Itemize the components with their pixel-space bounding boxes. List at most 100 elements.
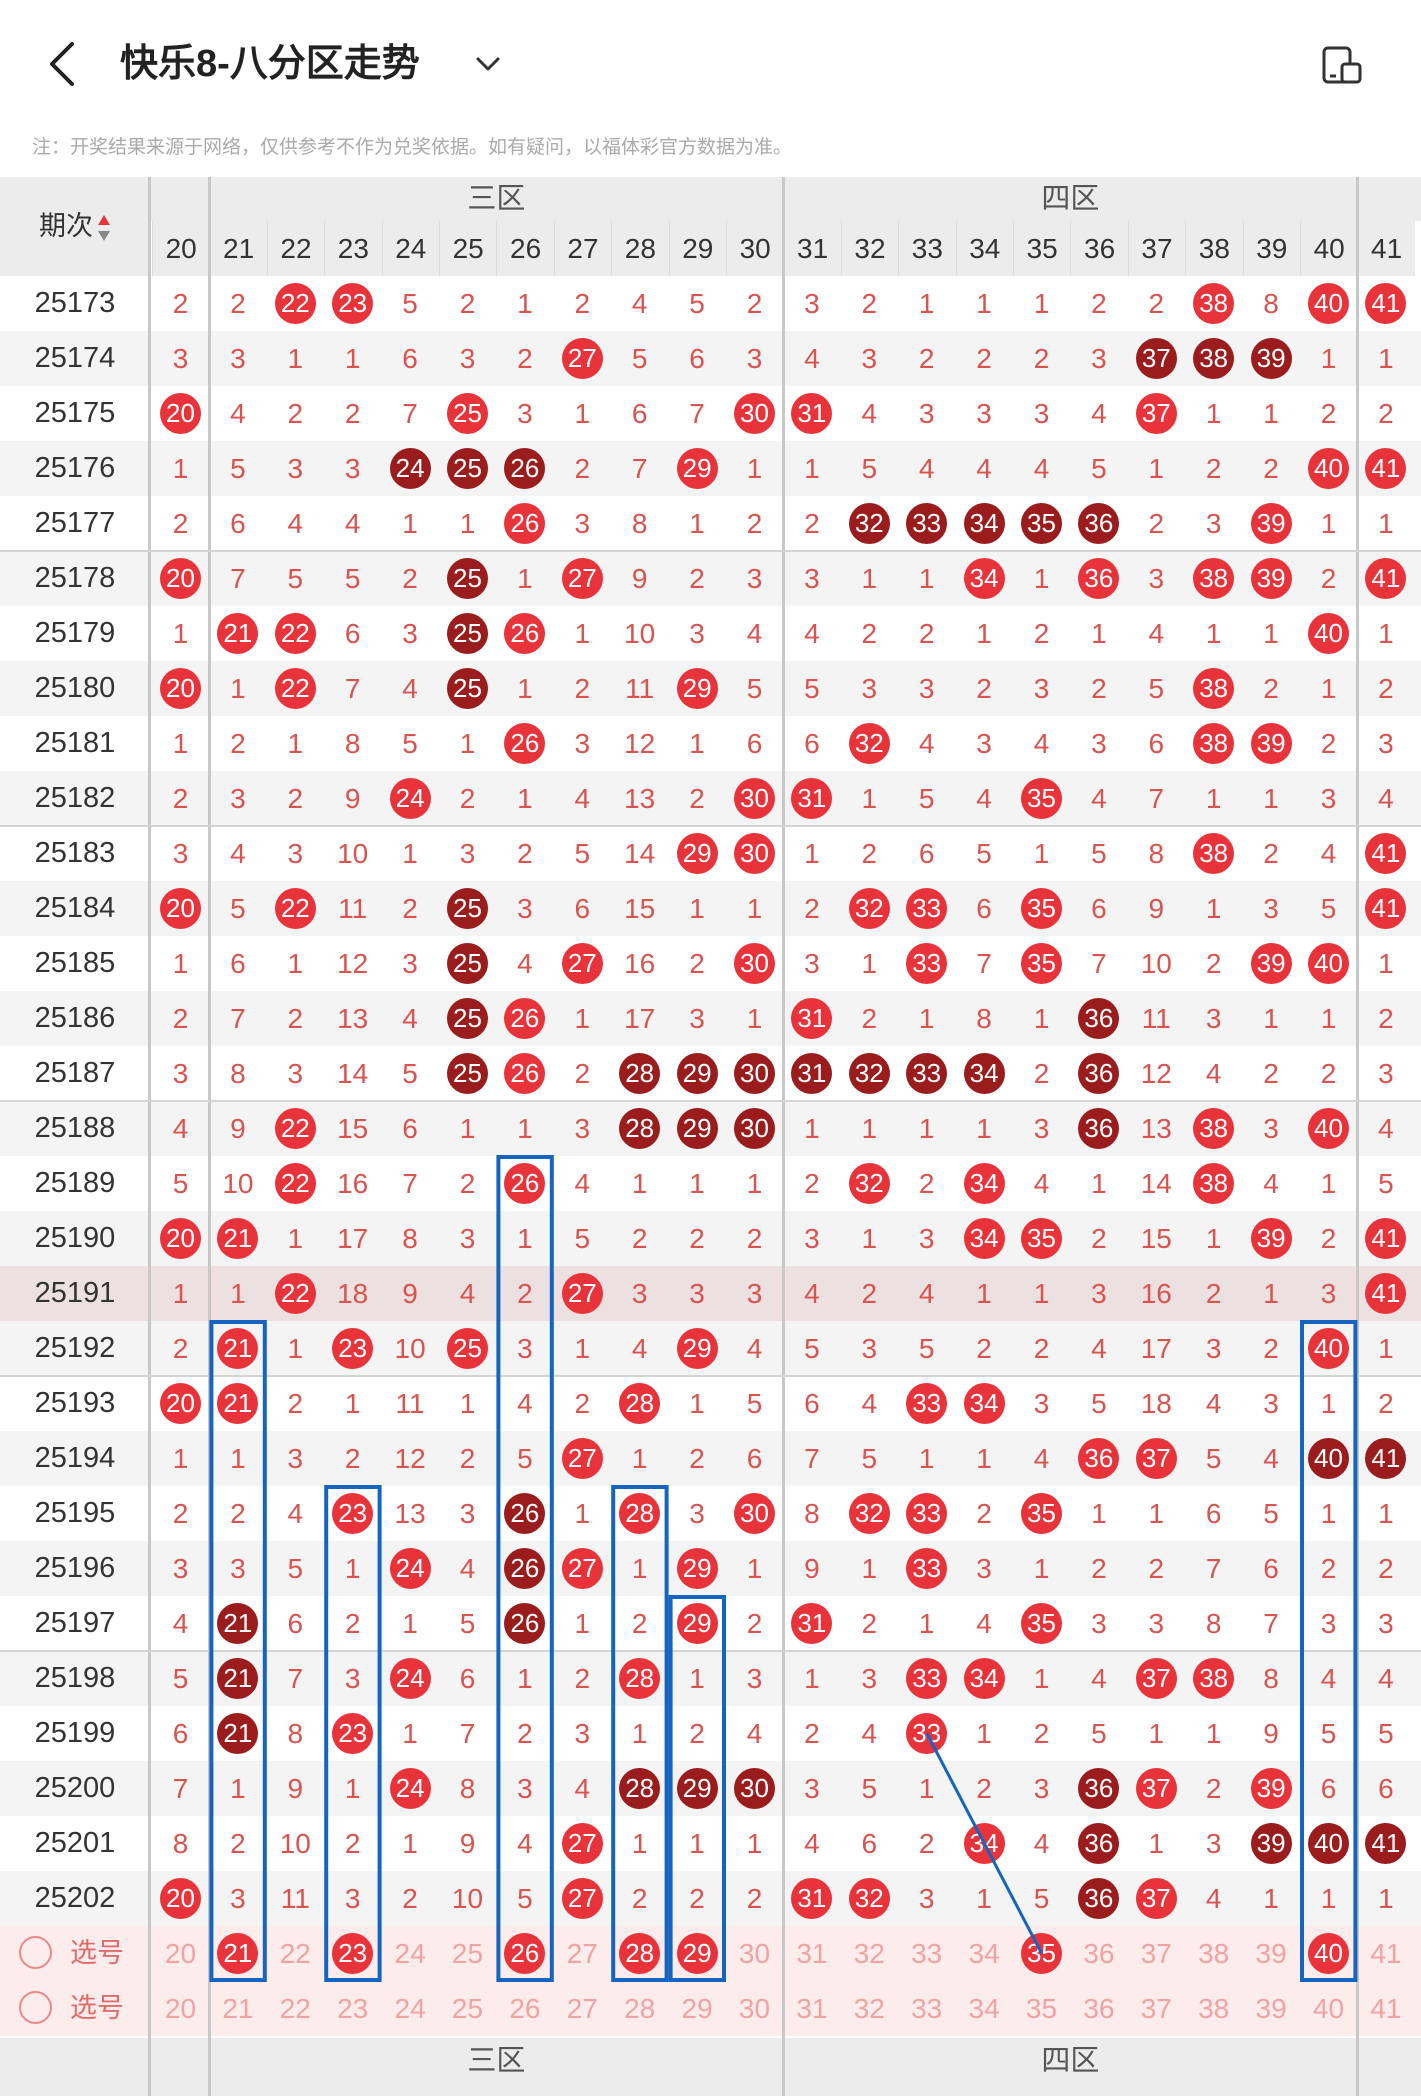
trend-cell: 26 xyxy=(496,1046,553,1101)
omission-count: 3 xyxy=(918,673,935,704)
issue-header-label: 期次 xyxy=(39,211,93,241)
omission-count: 3 xyxy=(861,673,878,704)
column-number-header: 23 xyxy=(324,221,382,276)
omission-count: 2 xyxy=(1263,1333,1279,1364)
omission-count: 18 xyxy=(1140,1388,1172,1419)
omission-count: 15 xyxy=(337,1113,369,1144)
table-row xyxy=(0,881,1421,936)
trend-cell: 2 xyxy=(1013,606,1070,661)
back-arrow-icon[interactable] xyxy=(42,38,82,90)
omission-count: 6 xyxy=(1091,893,1107,924)
trend-cell: 3 xyxy=(496,386,553,441)
trend-cell: 20 xyxy=(152,661,209,716)
page-title[interactable]: 快乐8-八分区走势 xyxy=(120,43,420,85)
omission-count: 6 xyxy=(230,948,246,979)
trend-cell: 4 xyxy=(783,331,840,386)
omission-count: 3 xyxy=(230,783,246,814)
trend-cell: 40 xyxy=(1300,1321,1357,1376)
issue-column-header[interactable]: 期次 xyxy=(0,177,150,276)
omission-count: 2 xyxy=(287,783,304,814)
trend-cell: 3 xyxy=(1070,1266,1127,1321)
trend-cell: 20 xyxy=(152,551,209,606)
trend-cell: 3 xyxy=(669,606,726,661)
drawn-number-ball: 21 xyxy=(217,1328,259,1369)
omission-count: 2 xyxy=(918,618,935,649)
trend-cell: 5 xyxy=(611,331,668,386)
sort-icon[interactable] xyxy=(97,214,111,242)
table-row xyxy=(0,771,1421,826)
omission-count: 3 xyxy=(861,343,878,374)
trend-cell: 7 xyxy=(209,551,266,606)
drawn-number-ball: 34 xyxy=(963,1163,1005,1204)
trend-cell: 14 xyxy=(611,826,668,881)
trend-cell: 14 xyxy=(1128,1156,1185,1211)
drawn-number-ball: 34 xyxy=(963,1383,1005,1424)
disclaimer-note: 注：开奖结果来源于网络，仅供参考不作为兑奖依据。如有疑问，以福体彩官方数据为准。 xyxy=(32,137,793,158)
omission-count: 1 xyxy=(459,728,476,759)
trend-cell: 6 xyxy=(382,1101,439,1156)
trend-cell: 5 xyxy=(554,826,611,881)
trend-cell: 12 xyxy=(324,936,381,991)
omission-count: 3 xyxy=(746,343,763,374)
trend-cell: 4 xyxy=(439,1266,496,1321)
omission-count: 3 xyxy=(287,453,304,484)
trend-cell: 38 xyxy=(1185,661,1242,716)
trend-cell: 1 xyxy=(496,276,553,331)
trend-cell: 1 xyxy=(1243,386,1300,441)
omission-count: 15 xyxy=(1140,1223,1172,1254)
trend-cell: 3 xyxy=(439,331,496,386)
drawn-number-ball: 38 xyxy=(1193,338,1235,379)
omission-count: 2 xyxy=(746,1223,763,1254)
trend-cell: 4 xyxy=(1243,1156,1300,1211)
trend-cell: 1 xyxy=(267,1211,324,1266)
drawn-number-ball: 35 xyxy=(1021,503,1062,544)
trend-cell: 2 xyxy=(324,386,381,441)
trend-cell: 3 xyxy=(267,441,324,496)
trend-cell: 34 xyxy=(956,496,1013,551)
device-layout-icon[interactable] xyxy=(1320,44,1366,86)
trend-cell: 3 xyxy=(209,331,266,386)
trend-cell: 26 xyxy=(496,1156,553,1211)
omission-count: 7 xyxy=(344,673,361,704)
trend-cell: 2 xyxy=(267,1376,324,1431)
streak-highlight-box xyxy=(324,1485,382,1982)
issue-number: 25194 xyxy=(34,1442,116,1474)
trend-cell: 5 xyxy=(1128,661,1185,716)
omission-count: 5 xyxy=(1091,838,1107,869)
column-number-header: 32 xyxy=(840,221,899,276)
omission-count: 4 xyxy=(517,948,533,979)
drawn-number-ball: 33 xyxy=(906,1383,948,1424)
trend-cell: 2 xyxy=(726,276,783,331)
omission-count: 16 xyxy=(337,1168,369,1199)
omission-count: 4 xyxy=(861,398,878,429)
trend-cell: 4 xyxy=(726,606,783,661)
omission-count: 2 xyxy=(459,1168,476,1199)
trend-cell: 1 xyxy=(1185,606,1242,661)
omission-count: 2 xyxy=(344,398,361,429)
issue-number: 25186 xyxy=(34,1002,116,1034)
drawn-number-ball: 25 xyxy=(447,1328,488,1369)
trend-cell: 2 xyxy=(669,1211,726,1266)
omission-count: 4 xyxy=(402,673,418,704)
omission-count: 3 xyxy=(1148,563,1165,594)
omission-count: 2 xyxy=(1320,398,1337,429)
drawn-number-ball: 23 xyxy=(332,1328,374,1369)
trend-cell: 1 xyxy=(1185,771,1242,826)
trend-cell: 2 xyxy=(1013,1321,1070,1376)
omission-count: 5 xyxy=(861,1443,878,1474)
trend-cell: 6 xyxy=(382,331,439,386)
omission-count: 2 xyxy=(172,1333,189,1364)
trend-cell: 2 xyxy=(554,276,611,331)
omission-count: 2 xyxy=(1148,508,1165,539)
chevron-down-icon[interactable] xyxy=(474,54,502,74)
omission-count: 1 xyxy=(689,1168,705,1199)
drawn-number-ball: 22 xyxy=(274,283,316,324)
trend-cell: 2 xyxy=(496,1266,553,1321)
trend-cell: 1 xyxy=(1357,606,1414,661)
trend-cell: 39 xyxy=(1243,716,1300,771)
drawn-number-ball: 30 xyxy=(734,1053,775,1094)
trend-cell: 3 xyxy=(898,661,955,716)
drawn-number-ball: 38 xyxy=(1193,668,1235,709)
issue-number: 25189 xyxy=(34,1167,116,1199)
trend-cell: 3 xyxy=(1357,716,1414,771)
